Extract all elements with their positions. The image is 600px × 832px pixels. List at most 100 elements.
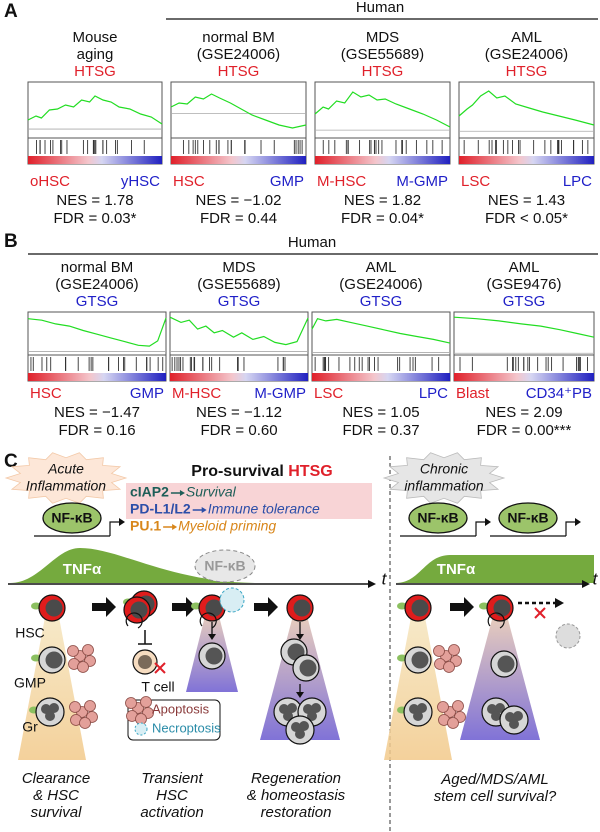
phenotype-right: M-GMP [254, 385, 306, 402]
phenotype-right: GMP [130, 385, 164, 402]
nfkb-faded-label: NF-κB [204, 558, 245, 574]
phenotype-right: LPC [563, 173, 592, 190]
plot-title: normal BM [61, 259, 134, 276]
plot-title: normal BM [202, 29, 275, 46]
nfkb-node [408, 502, 468, 534]
plot-title: AML [511, 29, 542, 46]
nes: NES = 1.43 [488, 192, 565, 209]
fdr: FDR < 0.05* [485, 210, 568, 227]
target-arrowhead [179, 490, 185, 496]
apoptotic-body [84, 700, 96, 712]
apoptotic-body [67, 645, 79, 657]
hsc-nucleus [130, 601, 148, 619]
gmp-nucleus [205, 647, 223, 665]
caption: Transient [141, 770, 203, 787]
hsc-nucleus [293, 599, 311, 617]
target-effect: Myeloid priming [178, 518, 276, 534]
enrichment-curve [314, 91, 451, 128]
fdr: FDR = 0.60 [200, 422, 277, 439]
phenotype-right: GMP [270, 173, 304, 190]
tnf-area [10, 548, 260, 583]
progression-arrow [254, 597, 278, 617]
gr-lobe [49, 703, 59, 713]
dashed-arrowhead [555, 598, 564, 608]
apoptotic-body [447, 717, 459, 729]
phenotype-left: M-HSC [317, 173, 366, 190]
rank-gradient [315, 156, 450, 164]
heading-set: HTSG [288, 463, 332, 480]
gr-lobe [413, 711, 423, 721]
apoptotic-body [452, 700, 464, 712]
tnf-label: TNFα [437, 561, 476, 578]
gr-lobe [45, 711, 55, 721]
gr-lobe [513, 711, 523, 721]
nes: NES = 1.05 [342, 404, 419, 421]
acute-label: Acute [47, 461, 84, 477]
nfkb-faded [194, 549, 256, 583]
enrichment-curve [170, 93, 307, 129]
apoptotic-body [82, 644, 94, 656]
target-box [126, 483, 372, 519]
self-renewal-arrow [487, 612, 505, 629]
gmp-nucleus [45, 651, 63, 669]
plot-subtitle: (GSE24006) [339, 276, 422, 293]
gene-set-label: HTSG [74, 63, 116, 80]
necroptotic-cell [219, 587, 245, 613]
nfkb-label: NF-κB [507, 510, 548, 526]
gr-lobe [295, 729, 305, 739]
fdr: FDR = 0.44 [200, 210, 277, 227]
caption: & HSC [33, 787, 79, 804]
down-arrowhead [296, 692, 304, 698]
apoptotic-body [443, 661, 455, 673]
promoter-arrow [119, 518, 125, 526]
hsc-nucleus [411, 599, 429, 617]
target-gene: cIAP2 [130, 484, 169, 500]
apoptotic-body [437, 701, 449, 713]
plot-title: MDS [366, 29, 399, 46]
plot-subtitle: (GSE55689) [197, 276, 280, 293]
acute-burst [4, 452, 128, 504]
lineage-cone [384, 612, 452, 760]
question: Aged/MDS/AML [440, 771, 549, 788]
plot-title: MDS [222, 259, 255, 276]
nfkb-node [42, 502, 102, 534]
fdr: FDR = 0.03* [54, 210, 137, 227]
caption: survival [31, 804, 83, 821]
rank-gradient [312, 373, 450, 381]
phenotype-left: LSC [461, 173, 490, 190]
gr-lobe [283, 711, 293, 721]
apoptotic-body [140, 696, 152, 708]
target-arrowhead [201, 507, 207, 513]
tnf-label: TNFα [63, 561, 102, 578]
gr-lobe [495, 703, 505, 713]
group-label: Human [356, 0, 404, 16]
plot-subtitle: (GSE55689) [341, 46, 424, 63]
gene-set-label: HTSG [506, 63, 548, 80]
hsc-nucleus [205, 599, 223, 617]
time-label: t [382, 569, 388, 588]
gmp-nucleus [299, 659, 317, 677]
chronic-label: Chronic [420, 461, 468, 477]
gene-set-label: HTSG [362, 63, 404, 80]
rank-gradient [170, 373, 308, 381]
caption: activation [140, 804, 203, 821]
chronic-label: inflammation [404, 478, 484, 494]
down-arrowhead [208, 634, 216, 640]
apoptotic-body [125, 697, 137, 709]
self-renewal-arrow [125, 612, 143, 629]
legend-necroptosis-icon [134, 722, 148, 736]
rank-gradient [459, 156, 594, 164]
gene-set-label: GTSG [218, 293, 261, 310]
gr-lobe [491, 711, 501, 721]
plot-subtitle: (GSE9476) [486, 276, 561, 293]
gmp-nucleus [411, 651, 429, 669]
nfkb-label: NF-κB [417, 510, 458, 526]
panel-letter: B [4, 231, 18, 252]
nes: NES = −1.02 [196, 192, 282, 209]
apoptotic-body [448, 644, 460, 656]
cell-label: HSC [15, 625, 45, 641]
nes: NES = −1.47 [54, 404, 140, 421]
promoter [34, 521, 120, 537]
promoter-arrow [485, 518, 491, 526]
